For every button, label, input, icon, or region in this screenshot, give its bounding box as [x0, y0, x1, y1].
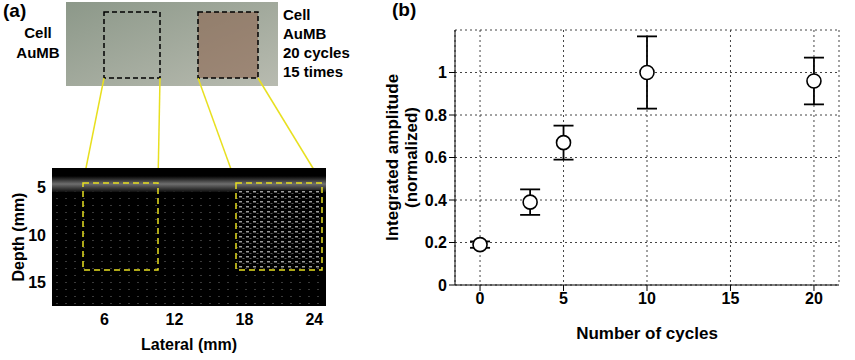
- svg-text:15: 15: [28, 274, 46, 291]
- svg-text:0: 0: [476, 290, 485, 307]
- svg-text:1: 1: [438, 64, 447, 81]
- svg-text:Number of cycles: Number of cycles: [576, 324, 718, 343]
- svg-text:0.2: 0.2: [425, 234, 447, 251]
- svg-text:(a): (a): [3, 0, 26, 21]
- svg-text:20: 20: [805, 290, 823, 307]
- svg-text:AuMB: AuMB: [16, 44, 59, 61]
- svg-text:Cell: Cell: [24, 24, 52, 41]
- html-text:(b): (b): [392, 0, 417, 20]
- svg-text:12: 12: [166, 311, 184, 328]
- svg-text:0: 0: [438, 277, 447, 294]
- svg-text:5: 5: [559, 290, 568, 307]
- svg-text:10: 10: [638, 290, 656, 307]
- svg-text:15 times: 15 times: [283, 63, 343, 80]
- svg-text:0.4: 0.4: [425, 192, 447, 209]
- svg-text:Lateral (mm): Lateral (mm): [141, 336, 237, 353]
- svg-text:0.6: 0.6: [425, 149, 447, 166]
- svg-text:20 cycles: 20 cycles: [283, 44, 350, 61]
- svg-text:Depth (mm): Depth (mm): [10, 193, 27, 282]
- svg-text:6: 6: [100, 311, 109, 328]
- svg-text:5: 5: [37, 179, 46, 196]
- svg-text:Cell: Cell: [283, 6, 311, 23]
- svg-text:15: 15: [722, 290, 740, 307]
- svg-text:24: 24: [305, 311, 323, 328]
- svg-text:AuMB: AuMB: [283, 25, 326, 42]
- svg-text:0.8: 0.8: [425, 107, 447, 124]
- svg-text:10: 10: [28, 227, 46, 244]
- svg-text:18: 18: [235, 311, 253, 328]
- svg-text:Integrated amplitude: Integrated amplitude: [383, 74, 402, 241]
- svg-text:(normalized): (normalized): [402, 107, 421, 208]
